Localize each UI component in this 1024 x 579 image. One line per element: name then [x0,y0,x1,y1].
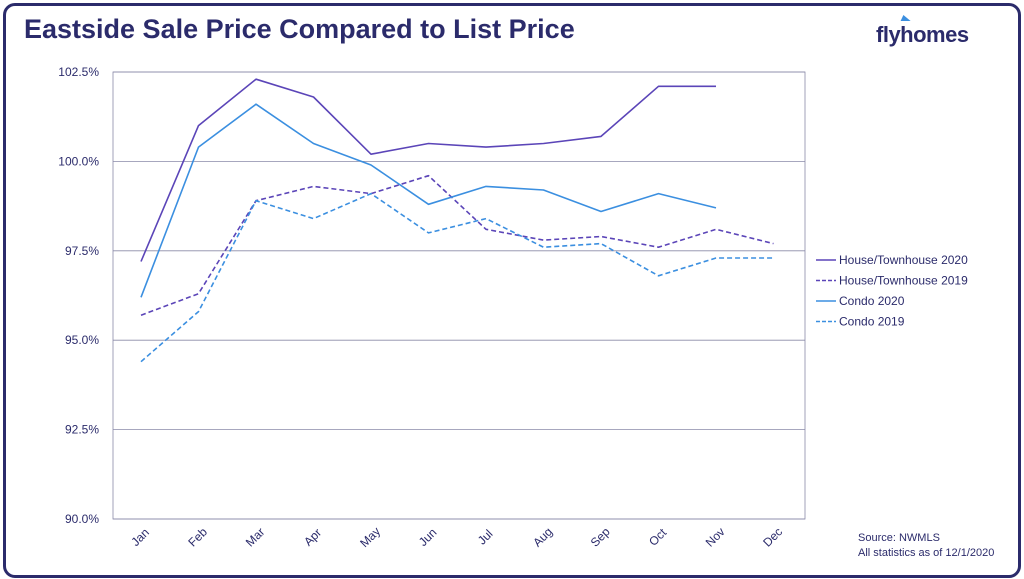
x-tick-label: Dec [760,525,785,550]
x-tick-label: Aug [530,525,555,550]
stats-date-line: All statistics as of 12/1/2020 [858,547,995,559]
x-tick-label: Jul [475,527,496,548]
legend-label-3: Condo 2019 [839,315,905,329]
grid-layer [112,71,806,520]
flyhomes-logo: flyhomes [876,22,969,47]
series-layer [140,78,774,363]
x-tick-label: Nov [703,525,728,550]
legend-label-0: House/Townhouse 2020 [839,253,968,267]
y-tick-label: 97.5% [65,244,99,258]
series-line-3 [140,192,774,363]
legend-label-2: Condo 2020 [839,294,905,308]
legend: House/Townhouse 2020 House/Townhouse 2019… [816,253,968,329]
source-line: Source: NWMLS [858,532,940,544]
x-tick-label: Oct [646,525,670,549]
y-tick-label: 90.0% [65,512,99,526]
x-tick-label: Feb [185,525,210,550]
y-tick-label: 92.5% [65,423,99,437]
chart-frame [3,3,1021,578]
x-tick-label: Jan [128,525,152,549]
y-tick-label: 102.5% [58,65,99,79]
x-tick-label: Jun [416,525,440,549]
x-tick-label: May [357,524,383,550]
series-line-1 [140,174,774,316]
y-tick-label: 100.0% [58,154,99,168]
chart-title: Eastside Sale Price Compared to List Pri… [24,14,575,44]
y-axis-ticks: 102.5% 100.0% 97.5% 95.0% 92.5% 90.0% [58,65,99,526]
x-axis-ticks: Jan Feb Mar Apr May Jun Jul Aug Sep Oct Nov Dec [128,524,785,550]
series-line-0 [140,78,716,262]
x-tick-label: Apr [301,526,324,549]
y-tick-label: 95.0% [65,333,99,347]
source-note: Source: NWMLS All statistics as of 12/1/… [858,531,994,561]
legend-label-1: House/Townhouse 2019 [839,274,968,288]
x-tick-label: Mar [243,525,268,550]
x-tick-label: Sep [588,524,613,549]
plot-area-border [112,71,806,520]
series-line-2 [140,103,717,298]
